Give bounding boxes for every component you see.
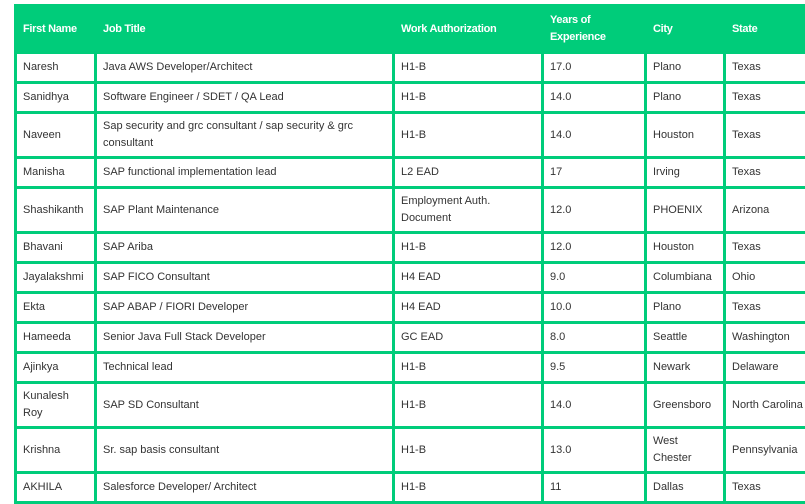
- cell-city: Seattle: [646, 323, 725, 353]
- cell-years-experience: 12.0: [543, 233, 646, 263]
- cell-first-name: Naveen: [16, 113, 96, 158]
- cell-years-experience: 9.0: [543, 263, 646, 293]
- cell-first-name: Kunalesh Roy: [16, 383, 96, 428]
- header-job-title: Job Title: [96, 6, 394, 53]
- cell-work-authorization: H1-B: [394, 383, 543, 428]
- cell-first-name: Ajinkya: [16, 353, 96, 383]
- header-city: City: [646, 6, 725, 53]
- cell-job-title: Salesforce Developer/ Architect: [96, 473, 394, 503]
- candidates-table: First Name Job Title Work Authorization …: [14, 4, 805, 504]
- cell-first-name: Bhavani: [16, 233, 96, 263]
- cell-job-title: SAP SD Consultant: [96, 383, 394, 428]
- cell-state: Pennsylvania: [725, 428, 805, 473]
- cell-first-name: Manisha: [16, 158, 96, 188]
- cell-first-name: Hameeda: [16, 323, 96, 353]
- cell-years-experience: 14.0: [543, 383, 646, 428]
- cell-city: Plano: [646, 83, 725, 113]
- cell-work-authorization: H4 EAD: [394, 263, 543, 293]
- cell-work-authorization: L2 EAD: [394, 158, 543, 188]
- cell-state: Texas: [725, 233, 805, 263]
- cell-state: Texas: [725, 293, 805, 323]
- header-first-name: First Name: [16, 6, 96, 53]
- cell-years-experience: 10.0: [543, 293, 646, 323]
- cell-years-experience: 14.0: [543, 83, 646, 113]
- cell-job-title: Sr. sap basis consultant: [96, 428, 394, 473]
- cell-work-authorization: Employment Auth. Document: [394, 188, 543, 233]
- header-years-experience: Years of Experience: [543, 6, 646, 53]
- cell-first-name: AKHILA: [16, 473, 96, 503]
- cell-first-name: Ekta: [16, 293, 96, 323]
- cell-job-title: Technical lead: [96, 353, 394, 383]
- cell-state: Texas: [725, 473, 805, 503]
- cell-years-experience: 12.0: [543, 188, 646, 233]
- cell-first-name: Shashikanth: [16, 188, 96, 233]
- cell-job-title: SAP FICO Consultant: [96, 263, 394, 293]
- cell-city: Newark: [646, 353, 725, 383]
- cell-first-name: Jayalakshmi: [16, 263, 96, 293]
- cell-job-title: SAP Ariba: [96, 233, 394, 263]
- cell-years-experience: 9.5: [543, 353, 646, 383]
- cell-work-authorization: H1-B: [394, 53, 543, 83]
- cell-state: Arizona: [725, 188, 805, 233]
- header-work-authorization: Work Authorization: [394, 6, 543, 53]
- cell-work-authorization: H1-B: [394, 428, 543, 473]
- cell-job-title: SAP Plant Maintenance: [96, 188, 394, 233]
- cell-city: Dallas: [646, 473, 725, 503]
- cell-state: Texas: [725, 83, 805, 113]
- cell-city: Houston: [646, 233, 725, 263]
- cell-city: Irving: [646, 158, 725, 188]
- cell-work-authorization: H1-B: [394, 233, 543, 263]
- cell-job-title: SAP functional implementation lead: [96, 158, 394, 188]
- cell-work-authorization: H1-B: [394, 353, 543, 383]
- cell-state: Ohio: [725, 263, 805, 293]
- cell-job-title: SAP ABAP / FIORI Developer: [96, 293, 394, 323]
- cell-first-name: Sanidhya: [16, 83, 96, 113]
- cell-city: PHOENIX: [646, 188, 725, 233]
- cell-years-experience: 11: [543, 473, 646, 503]
- cell-first-name: Krishna: [16, 428, 96, 473]
- cell-years-experience: 8.0: [543, 323, 646, 353]
- cell-job-title: Senior Java Full Stack Developer: [96, 323, 394, 353]
- cell-work-authorization: H4 EAD: [394, 293, 543, 323]
- cell-years-experience: 13.0: [543, 428, 646, 473]
- cell-city: Greensboro: [646, 383, 725, 428]
- table-header-row: First Name Job Title Work Authorization …: [16, 6, 805, 53]
- header-state: State: [725, 6, 805, 53]
- cell-years-experience: 17.0: [543, 53, 646, 83]
- cell-city: Houston: [646, 113, 725, 158]
- cell-state: Washington: [725, 323, 805, 353]
- cell-state: Delaware: [725, 353, 805, 383]
- cell-city: Plano: [646, 293, 725, 323]
- cell-work-authorization: H1-B: [394, 473, 543, 503]
- cell-years-experience: 17: [543, 158, 646, 188]
- cell-city: West Chester: [646, 428, 725, 473]
- cell-job-title: Software Engineer / SDET / QA Lead: [96, 83, 394, 113]
- cell-work-authorization: H1-B: [394, 113, 543, 158]
- cell-state: Texas: [725, 53, 805, 83]
- cell-state: Texas: [725, 158, 805, 188]
- cell-job-title: Sap security and grc consultant / sap se…: [96, 113, 394, 158]
- cell-job-title: Java AWS Developer/Architect: [96, 53, 394, 83]
- cell-city: Columbiana: [646, 263, 725, 293]
- cell-state: North Carolina: [725, 383, 805, 428]
- cell-state: Texas: [725, 113, 805, 158]
- cell-work-authorization: GC EAD: [394, 323, 543, 353]
- cell-work-authorization: H1-B: [394, 83, 543, 113]
- cell-years-experience: 14.0: [543, 113, 646, 158]
- cell-first-name: Naresh: [16, 53, 96, 83]
- cell-city: Plano: [646, 53, 725, 83]
